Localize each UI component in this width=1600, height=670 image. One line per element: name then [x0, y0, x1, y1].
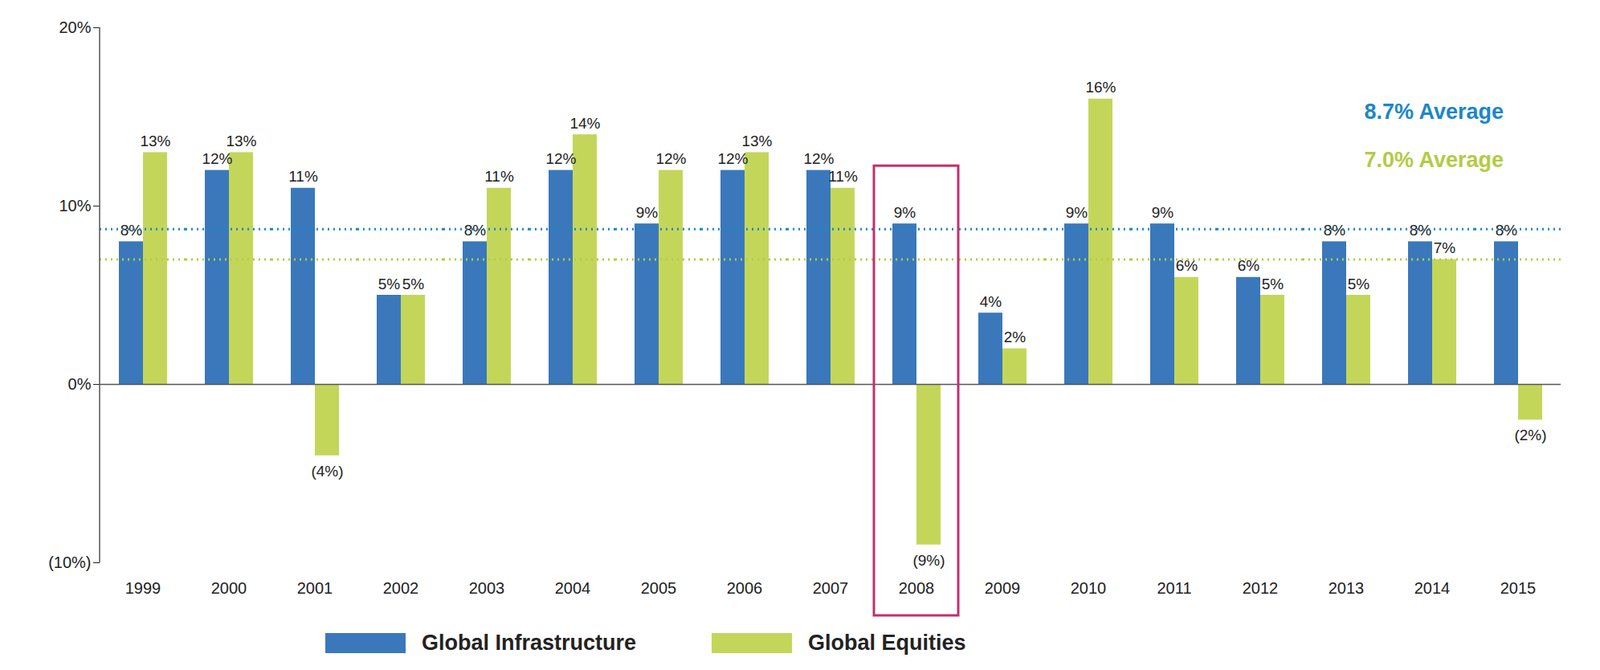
svg-text:(10%): (10%) — [48, 553, 91, 572]
svg-text:2006: 2006 — [726, 579, 764, 597]
svg-text:5%: 5% — [1261, 275, 1285, 293]
svg-text:2008: 2008 — [898, 579, 935, 597]
svg-text:14%: 14% — [569, 114, 600, 132]
svg-text:20%: 20% — [58, 18, 91, 37]
svg-text:2009: 2009 — [984, 579, 1021, 597]
svg-text:5%: 5% — [402, 275, 425, 293]
svg-text:1999: 1999 — [125, 579, 162, 597]
svg-text:2%: 2% — [1004, 328, 1027, 346]
svg-text:2014: 2014 — [1414, 579, 1451, 597]
svg-text:2000: 2000 — [211, 579, 248, 597]
svg-text:2007: 2007 — [812, 579, 849, 597]
svg-text:10%: 10% — [58, 196, 91, 215]
svg-text:8%: 8% — [1323, 221, 1346, 239]
svg-text:0%: 0% — [68, 375, 92, 393]
svg-text:12%: 12% — [717, 150, 748, 168]
svg-text:2010: 2010 — [1070, 579, 1107, 597]
svg-text:8%: 8% — [464, 221, 487, 239]
svg-text:8%: 8% — [1409, 221, 1432, 239]
svg-text:6%: 6% — [1237, 257, 1260, 275]
svg-text:12%: 12% — [655, 150, 686, 168]
svg-text:2011: 2011 — [1156, 579, 1192, 597]
svg-text:9%: 9% — [1151, 204, 1175, 221]
svg-text:16%: 16% — [1085, 78, 1116, 96]
svg-text:4%: 4% — [979, 293, 1003, 311]
svg-text:2012: 2012 — [1242, 579, 1279, 597]
svg-text:2003: 2003 — [469, 579, 506, 597]
svg-text:11%: 11% — [484, 167, 515, 185]
svg-text:2004: 2004 — [555, 579, 592, 597]
svg-text:11%: 11% — [828, 167, 858, 185]
svg-text:(9%): (9%) — [912, 551, 945, 569]
svg-text:12%: 12% — [803, 150, 834, 168]
svg-text:5%: 5% — [378, 275, 401, 293]
svg-text:9%: 9% — [636, 204, 659, 221]
html-text:Global Equities: Global Equities — [808, 630, 966, 655]
svg-text:(4%): (4%) — [310, 462, 343, 480]
svg-text:2005: 2005 — [640, 579, 678, 597]
svg-text:13%: 13% — [139, 132, 171, 150]
svg-text:9%: 9% — [893, 204, 917, 221]
svg-text:13%: 13% — [741, 132, 772, 150]
svg-text:5%: 5% — [1347, 275, 1371, 293]
svg-text:2015: 2015 — [1500, 579, 1537, 597]
svg-text:8.7% Average: 8.7% Average — [1363, 99, 1504, 124]
svg-text:13%: 13% — [225, 132, 257, 150]
svg-text:8%: 8% — [1495, 221, 1518, 239]
svg-text:2001: 2001 — [297, 579, 334, 597]
svg-text:(2%): (2%) — [1514, 426, 1547, 444]
svg-text:7.0% Average: 7.0% Average — [1363, 147, 1504, 172]
svg-text:11%: 11% — [288, 167, 319, 185]
svg-text:2002: 2002 — [383, 579, 420, 597]
svg-text:12%: 12% — [545, 150, 576, 168]
html-text:Global Infrastructure: Global Infrastructure — [421, 630, 637, 655]
svg-text:8%: 8% — [120, 221, 143, 239]
svg-text:7%: 7% — [1433, 239, 1457, 257]
svg-text:2013: 2013 — [1328, 579, 1365, 597]
svg-text:12%: 12% — [201, 150, 233, 168]
svg-text:6%: 6% — [1175, 257, 1199, 274]
svg-text:9%: 9% — [1065, 204, 1089, 221]
